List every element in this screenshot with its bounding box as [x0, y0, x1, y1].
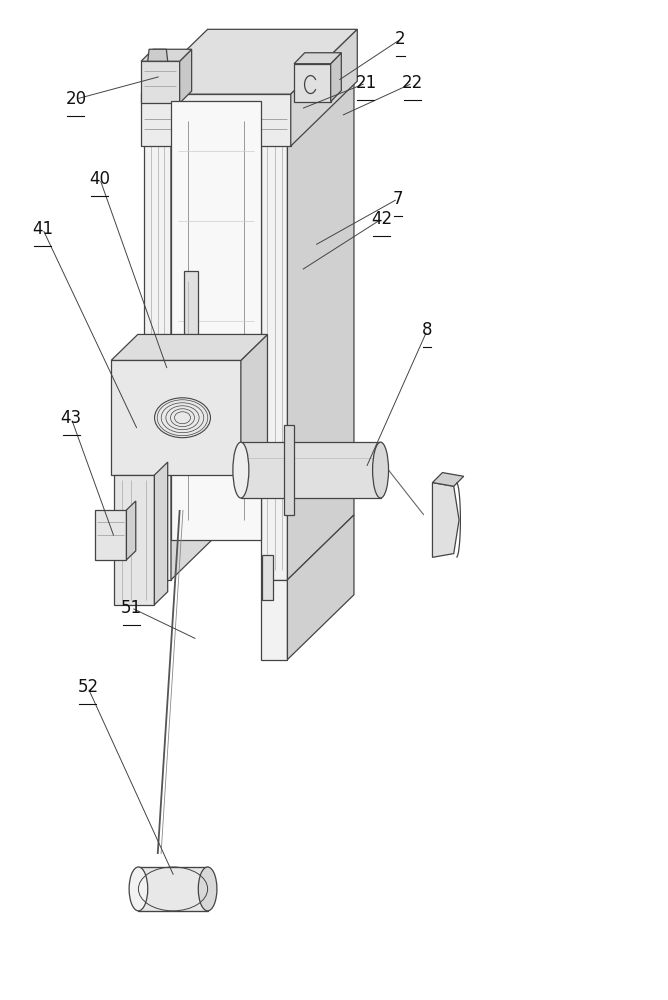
Polygon shape: [94, 510, 126, 560]
Polygon shape: [111, 334, 267, 360]
Polygon shape: [126, 501, 136, 560]
Text: 8: 8: [422, 321, 432, 339]
Text: 22: 22: [402, 74, 423, 92]
Polygon shape: [138, 867, 208, 911]
Polygon shape: [141, 61, 180, 103]
Text: 52: 52: [77, 678, 98, 696]
Polygon shape: [171, 101, 261, 540]
Polygon shape: [180, 49, 192, 103]
Polygon shape: [432, 473, 464, 486]
Ellipse shape: [233, 442, 249, 498]
Polygon shape: [141, 49, 192, 61]
Text: 40: 40: [90, 170, 110, 188]
Polygon shape: [241, 442, 381, 498]
Text: 51: 51: [120, 599, 142, 617]
Polygon shape: [241, 334, 267, 475]
Polygon shape: [141, 94, 291, 146]
Polygon shape: [432, 483, 459, 557]
Text: 43: 43: [61, 409, 81, 427]
Polygon shape: [141, 29, 357, 94]
Text: 41: 41: [32, 220, 53, 238]
Polygon shape: [144, 36, 238, 101]
Polygon shape: [171, 36, 238, 580]
Polygon shape: [154, 462, 168, 605]
Polygon shape: [261, 580, 287, 660]
Polygon shape: [261, 36, 354, 101]
Polygon shape: [294, 53, 341, 64]
Polygon shape: [331, 53, 341, 102]
Polygon shape: [184, 271, 198, 350]
Polygon shape: [262, 555, 273, 600]
Polygon shape: [284, 425, 294, 515]
Polygon shape: [144, 101, 171, 580]
Text: 20: 20: [65, 90, 86, 108]
Polygon shape: [287, 515, 354, 660]
Ellipse shape: [373, 442, 389, 498]
Polygon shape: [291, 29, 357, 146]
Text: 2: 2: [395, 30, 406, 48]
Text: 42: 42: [371, 210, 393, 228]
Text: 7: 7: [393, 190, 403, 208]
Polygon shape: [287, 36, 354, 580]
Ellipse shape: [129, 867, 148, 911]
Polygon shape: [111, 360, 241, 475]
Polygon shape: [114, 475, 154, 605]
Polygon shape: [261, 101, 287, 580]
Text: 21: 21: [355, 74, 377, 92]
Polygon shape: [148, 49, 168, 61]
Ellipse shape: [198, 867, 217, 911]
Polygon shape: [294, 64, 331, 102]
